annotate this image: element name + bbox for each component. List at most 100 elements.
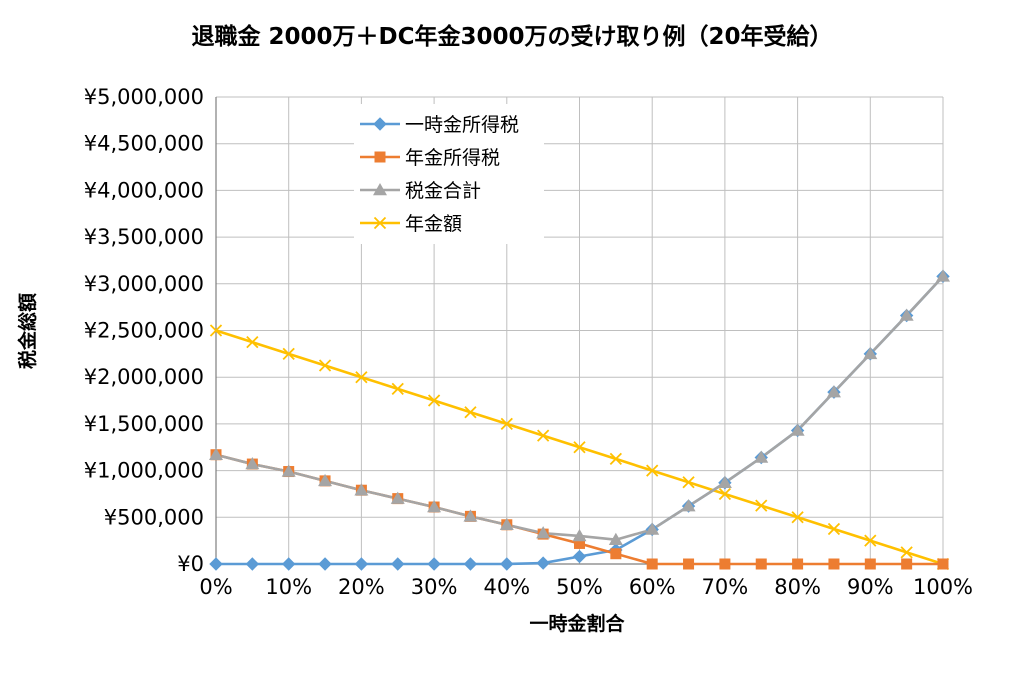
series-3-point — [391, 382, 404, 396]
series-3-point — [537, 429, 550, 442]
legend-label-3: 年金額 — [405, 213, 462, 235]
y-tick-label: ¥4,000,000 — [84, 178, 204, 202]
series-2-point — [936, 269, 950, 282]
series-2-point — [754, 450, 769, 463]
series-3-point — [355, 371, 368, 384]
series-3-point — [209, 324, 223, 337]
series-2-point — [717, 475, 732, 488]
legend-background — [354, 104, 544, 244]
series-2-point — [499, 517, 514, 531]
series-1-point — [901, 558, 913, 570]
x-axis-title: 一時金割合 — [529, 612, 625, 635]
series-1-point — [937, 558, 949, 570]
x-tick-label: 20% — [338, 575, 385, 599]
legend-label-2: 税金合計 — [405, 180, 481, 202]
y-tick-label: ¥0 — [177, 552, 204, 576]
series-1-point — [864, 558, 876, 570]
series-0-point — [354, 557, 369, 571]
y-tick-label: ¥5,000,000 — [84, 85, 204, 109]
series-3-point — [609, 452, 622, 466]
series-1-point — [574, 537, 585, 549]
legend-label-0: 一時金所得税 — [405, 114, 519, 136]
x-tick-label: 50% — [556, 575, 603, 599]
series-2-point — [790, 423, 805, 436]
series-3-point — [464, 406, 477, 419]
series-3-point — [282, 347, 295, 360]
y-tick-labels: ¥0 ¥500,000 ¥1,000,000 ¥1,500,000 ¥2,000,000… — [84, 85, 204, 576]
series-2-point — [572, 528, 587, 542]
series-2-point — [826, 385, 841, 398]
series-markers — [209, 269, 950, 571]
y-axis-title: 税金総額 — [16, 293, 39, 369]
series-2-point — [245, 457, 260, 470]
series-3-point — [500, 417, 513, 431]
y-tick-label: ¥4,500,000 — [84, 132, 204, 156]
series-3-point — [827, 522, 841, 536]
series-2-point — [899, 308, 914, 321]
series-3-point — [246, 336, 259, 349]
legend-marker-3 — [373, 216, 387, 230]
x-tick-label: 80% — [774, 575, 821, 599]
series-3-point — [900, 546, 913, 559]
series-3-point — [755, 499, 768, 512]
series-0-point — [281, 557, 296, 571]
series-0-point — [463, 557, 478, 571]
series-0-point — [427, 557, 441, 571]
x-tick-label: 0% — [199, 575, 232, 599]
series-1-point — [646, 558, 658, 570]
y-tick-label: ¥1,000,000 — [84, 459, 204, 483]
series-1-point — [828, 558, 840, 570]
legend-marker-1 — [374, 151, 386, 163]
series-1-point — [755, 558, 767, 570]
series-0-point — [536, 556, 550, 570]
series-3-point — [791, 511, 804, 524]
y-tick-label: ¥3,500,000 — [84, 225, 204, 249]
series-2-point — [645, 522, 660, 535]
series-0-point — [572, 549, 587, 564]
y-tick-label: ¥2,000,000 — [84, 365, 204, 389]
series-2-point — [681, 499, 696, 512]
series-0-point — [318, 557, 332, 571]
series-2-point — [463, 509, 478, 522]
series-2-point — [354, 483, 369, 496]
series-3-point — [682, 476, 695, 489]
x-tick-label: 10% — [265, 575, 312, 599]
series-3-point — [718, 487, 732, 501]
series-1-point — [719, 558, 731, 570]
y-tick-label: ¥3,000,000 — [84, 272, 204, 296]
x-tick-label: 30% — [411, 575, 458, 599]
series-3-point — [427, 394, 441, 407]
series-0-point — [500, 557, 514, 571]
series-1-point — [610, 548, 622, 560]
series-3-point — [318, 359, 332, 372]
series-1-point — [792, 558, 804, 570]
series-2-point — [281, 464, 296, 477]
gridlines — [216, 96, 944, 564]
legend-label-1: 年金所得税 — [405, 147, 500, 169]
series-0-point — [209, 557, 223, 571]
series-0-point — [391, 557, 405, 571]
x-tick-label: 40% — [483, 575, 530, 599]
series-2-point — [209, 447, 223, 460]
series-3-point — [864, 534, 877, 547]
chart-title: 退職金 2000万＋DC年金3000万の受け取り例（20年受給） — [191, 23, 832, 50]
legend-marker-0 — [373, 117, 387, 131]
series-3-point — [573, 441, 586, 454]
x-tick-label: 90% — [847, 575, 894, 599]
legend-marker-2 — [373, 183, 387, 196]
series-3-point — [646, 464, 659, 477]
series-0-point — [245, 557, 260, 571]
x-tick-labels: 0% 10% 20% 30% 40% 50% 60% 70% 80% 90% 100% — [199, 575, 973, 599]
series-2-point — [536, 526, 551, 539]
series-2-point — [390, 491, 405, 504]
y-tick-label: ¥500,000 — [104, 505, 204, 529]
series-1-point — [683, 558, 695, 570]
series-2-point — [427, 500, 442, 513]
x-tick-label: 60% — [629, 575, 676, 599]
x-tick-label: 70% — [702, 575, 749, 599]
series-2-point — [318, 473, 333, 487]
series-2-point — [608, 532, 623, 545]
x-tick-label: 100% — [913, 575, 973, 599]
